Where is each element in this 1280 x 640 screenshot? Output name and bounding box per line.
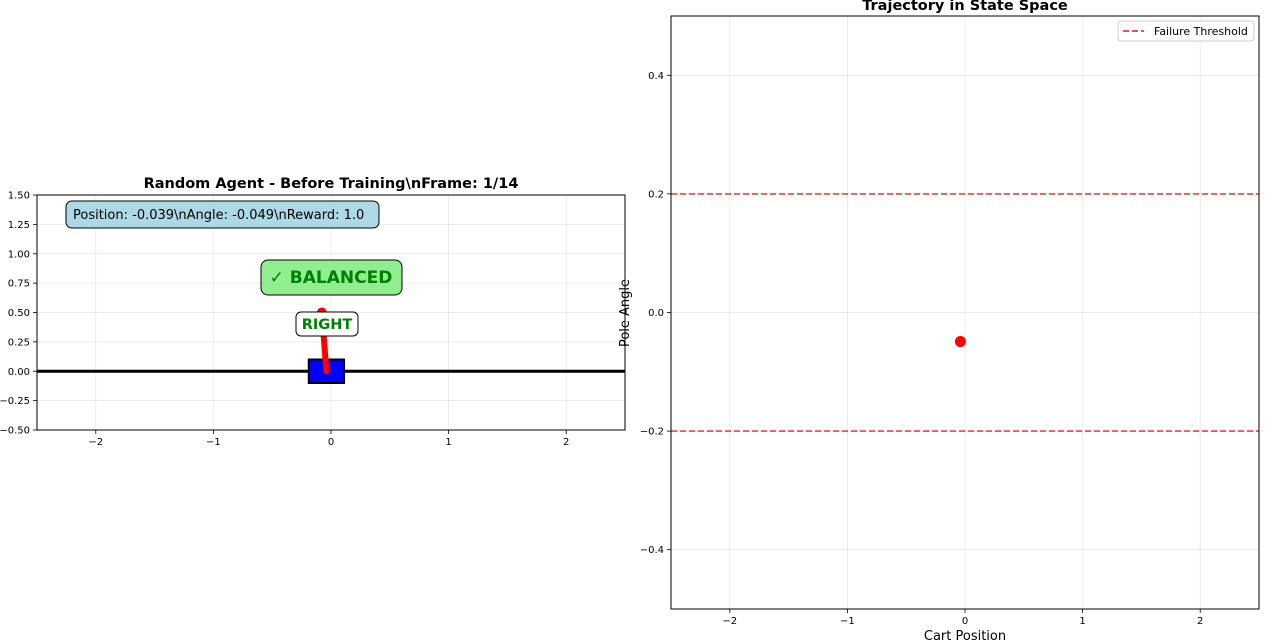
cartpole-axes: −2 −1 0 1 2 −0.50 −0.25 0.00 0.25 0.50 0.75 1.00 1.2… [0, 176, 626, 449]
trajectory-x-tick-label: −1 [840, 616, 855, 627]
cartpole-y-tick-label: 0.75 [8, 279, 30, 290]
cartpole-ticks: −2 −1 0 1 2 −0.50 −0.25 0.00 0.25 0.50 0.75 1.00 1.2… [0, 191, 569, 449]
trajectory-x-tick-label: −2 [722, 616, 737, 627]
state-info-box: Position: -0.039\nAngle: -0.049\nReward:… [65, 200, 380, 229]
status-text: ✓ BALANCED [270, 268, 393, 288]
trajectory-x-tick-label: 1 [1079, 616, 1085, 627]
cartpole-y-tick-label: 0.25 [8, 337, 30, 348]
status-box: ✓ BALANCED [260, 259, 403, 296]
cartpole-x-tick-label: −1 [206, 437, 221, 448]
trajectory-grid [671, 16, 1259, 609]
trajectory-xlabel: Cart Position [924, 629, 1006, 640]
cartpole-y-tick-label: −0.25 [0, 396, 30, 407]
trajectory-point [954, 336, 966, 348]
cartpole-x-tick-label: −2 [88, 437, 103, 448]
cartpole-x-tick-label: 2 [563, 437, 569, 448]
state-info-text: Position: -0.039\nAngle: -0.049\nReward:… [73, 208, 364, 223]
trajectory-ticks: −2 −1 0 1 2 −0.4 −0.2 0.0 0.2 0.4 [640, 71, 1204, 627]
trajectory-title: Trajectory in State Space [862, 0, 1068, 14]
cartpole-title: Random Agent - Before Training\nFrame: 1… [144, 176, 519, 192]
action-background [295, 311, 359, 337]
trajectory-y-tick-label: 0.4 [648, 71, 664, 82]
action-text: RIGHT [302, 317, 353, 333]
trajectory-ylabel: Pole Angle [618, 279, 633, 347]
cartpole-y-tick-label: 1.50 [8, 191, 30, 202]
cartpole-y-tick-label: 1.25 [8, 220, 30, 231]
trajectory-axes: −2 −1 0 1 2 −0.4 −0.2 0.0 0.2 0.4 Trajectory in S… [618, 0, 1260, 640]
cartpole-y-tick-label: 0.00 [8, 367, 30, 378]
cartpole-x-tick-label: 0 [328, 437, 334, 448]
trajectory-marks [671, 193, 1259, 432]
trajectory-x-tick-label: 0 [962, 616, 968, 627]
trajectory-y-tick-label: −0.2 [640, 427, 664, 438]
cartpole-x-tick-label: 1 [445, 437, 451, 448]
cartpole-y-tick-label: −0.50 [0, 426, 30, 437]
action-box: RIGHT [295, 311, 359, 337]
trajectory-y-tick-label: −0.4 [640, 545, 664, 556]
status-background [260, 259, 403, 296]
state-info-background [65, 200, 380, 229]
cartpole-y-tick-label: 0.50 [8, 308, 30, 319]
trajectory-x-tick-label: 2 [1197, 616, 1203, 627]
cartpole-y-tick-label: 1.00 [8, 249, 30, 260]
trajectory-y-tick-label: 0.2 [648, 189, 664, 200]
legend-threshold-label: Failure Threshold [1154, 25, 1248, 38]
legend-frame [1117, 20, 1255, 42]
trajectory-y-tick-label: 0.0 [648, 308, 664, 319]
legend: Failure Threshold [1117, 20, 1255, 42]
